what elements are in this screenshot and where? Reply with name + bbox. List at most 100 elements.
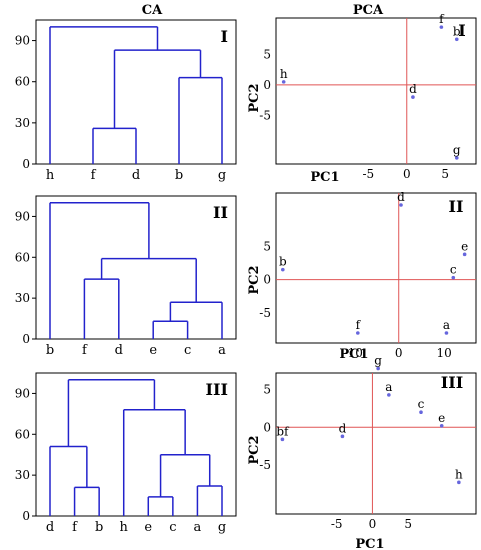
- leaf-label: h: [120, 520, 129, 535]
- leaf-label: c: [169, 520, 176, 535]
- y-tick-label: 5: [263, 383, 271, 397]
- leaf-label: f: [72, 520, 78, 535]
- leaf-label: d: [132, 168, 140, 183]
- plot-frame: [275, 372, 477, 515]
- data-point: [399, 203, 403, 207]
- x-tick-label: 0: [369, 517, 377, 531]
- panel-numeral: III: [206, 380, 228, 399]
- x-tick-label: 0: [395, 346, 403, 360]
- point-label: h: [455, 467, 463, 481]
- point-label: d: [339, 421, 347, 435]
- point-label: f: [439, 12, 445, 26]
- pca-column-title: PCA: [353, 3, 384, 18]
- y-tick-label: 30: [15, 116, 30, 130]
- point-label: e: [461, 239, 468, 253]
- data-point: [444, 331, 449, 335]
- y-tick-label: 5: [263, 239, 271, 253]
- plot-frame: [35, 195, 237, 340]
- leaf-label: b: [46, 343, 54, 358]
- leaf-label: c: [184, 343, 191, 358]
- y-tick-label: 90: [15, 386, 30, 400]
- data-point: [439, 423, 444, 428]
- point-label: bf: [276, 424, 290, 438]
- data-point: [451, 275, 456, 280]
- y-tick-label: 60: [15, 427, 30, 441]
- data-point: [376, 366, 380, 371]
- leaf-label: b: [95, 520, 103, 535]
- x-tick-label: -5: [331, 517, 343, 531]
- y-axis-label: PC2: [247, 83, 262, 112]
- data-point: [356, 331, 360, 335]
- data-point: [411, 95, 415, 99]
- leaf-label: a: [194, 520, 202, 535]
- point-label: g: [374, 353, 382, 367]
- plot-frame: [275, 192, 477, 344]
- panel-numeral: II: [449, 197, 464, 216]
- leaf-label: f: [82, 343, 88, 358]
- leaf-label: e: [149, 343, 157, 358]
- x-tick-label: 0: [403, 167, 411, 181]
- y-tick-label: 0: [22, 332, 30, 346]
- leaf-label: b: [175, 168, 183, 183]
- x-tick-label: -10: [344, 346, 363, 360]
- y-tick-label: 30: [15, 291, 30, 305]
- panel-numeral: II: [213, 203, 228, 222]
- y-tick-label: 90: [15, 209, 30, 223]
- y-tick-label: 0: [22, 509, 30, 523]
- data-point: [387, 393, 391, 397]
- plot-frame: [275, 17, 477, 165]
- point-label: g: [453, 143, 461, 157]
- point-label: e: [438, 411, 445, 425]
- point-label: b: [279, 255, 287, 269]
- x-axis-label: PC1: [310, 170, 339, 185]
- data-point: [281, 80, 286, 84]
- dendrogram-panel-II: 0 30 60 90 b f d e c a II: [15, 195, 237, 358]
- data-point: [454, 156, 459, 160]
- panel-numeral: III: [441, 373, 463, 392]
- ca-column-title: CA: [142, 3, 163, 18]
- leaf-label: d: [115, 343, 123, 358]
- y-tick-label: 0: [263, 273, 271, 287]
- panel-numeral: I: [221, 27, 228, 46]
- point-label: d: [397, 190, 405, 204]
- y-axis-label: PC2: [247, 435, 262, 464]
- data-point: [462, 252, 467, 257]
- x-tick-label: 5: [441, 167, 449, 181]
- point-label: c: [418, 397, 425, 411]
- dendrogram-panel-I: 0 30 60 90 h f d b g I: [15, 19, 237, 183]
- y-tick-label: -5: [259, 306, 271, 320]
- data-point: [439, 25, 444, 29]
- y-tick-label: 0: [263, 420, 271, 434]
- y-tick-label: 60: [15, 75, 30, 89]
- x-tick-label: -5: [362, 167, 374, 181]
- point-label: a: [385, 380, 392, 394]
- point-label: f: [356, 318, 362, 332]
- x-axis-label: PC1: [339, 347, 368, 362]
- data-point: [340, 434, 345, 439]
- x-tick-label: 5: [404, 517, 412, 531]
- y-tick-label: 60: [15, 250, 30, 264]
- pca-panel-I: -5 0 5 -5 0 5 fb h d g PC1 PC2 I: [247, 12, 477, 185]
- data-point: [454, 37, 459, 42]
- data-point: [280, 437, 285, 442]
- leaf-label: g: [218, 520, 226, 535]
- y-axis-label: PC2: [247, 265, 262, 294]
- dendrogram-panel-III: 0 30 60 90 d f b h e c a g III: [15, 372, 237, 535]
- pca-panel-II: -10 0 10 -5 0 5 d b ec f a PC1 PC2 II: [247, 190, 477, 362]
- y-tick-label: 5: [263, 48, 271, 62]
- point-label: a: [443, 318, 450, 332]
- x-axis-label: PC1: [355, 537, 384, 550]
- point-label: h: [280, 67, 288, 81]
- y-tick-label: 90: [15, 34, 30, 48]
- y-tick-label: 0: [22, 157, 30, 171]
- panel-numeral: I: [458, 21, 465, 40]
- y-tick-label: -5: [259, 108, 271, 122]
- data-point: [457, 480, 461, 485]
- data-point: [281, 267, 285, 272]
- leaf-label: a: [218, 343, 226, 358]
- y-tick-label: -5: [259, 458, 271, 472]
- point-label: c: [450, 263, 457, 277]
- point-label: d: [409, 82, 417, 96]
- leaf-label: f: [91, 168, 97, 183]
